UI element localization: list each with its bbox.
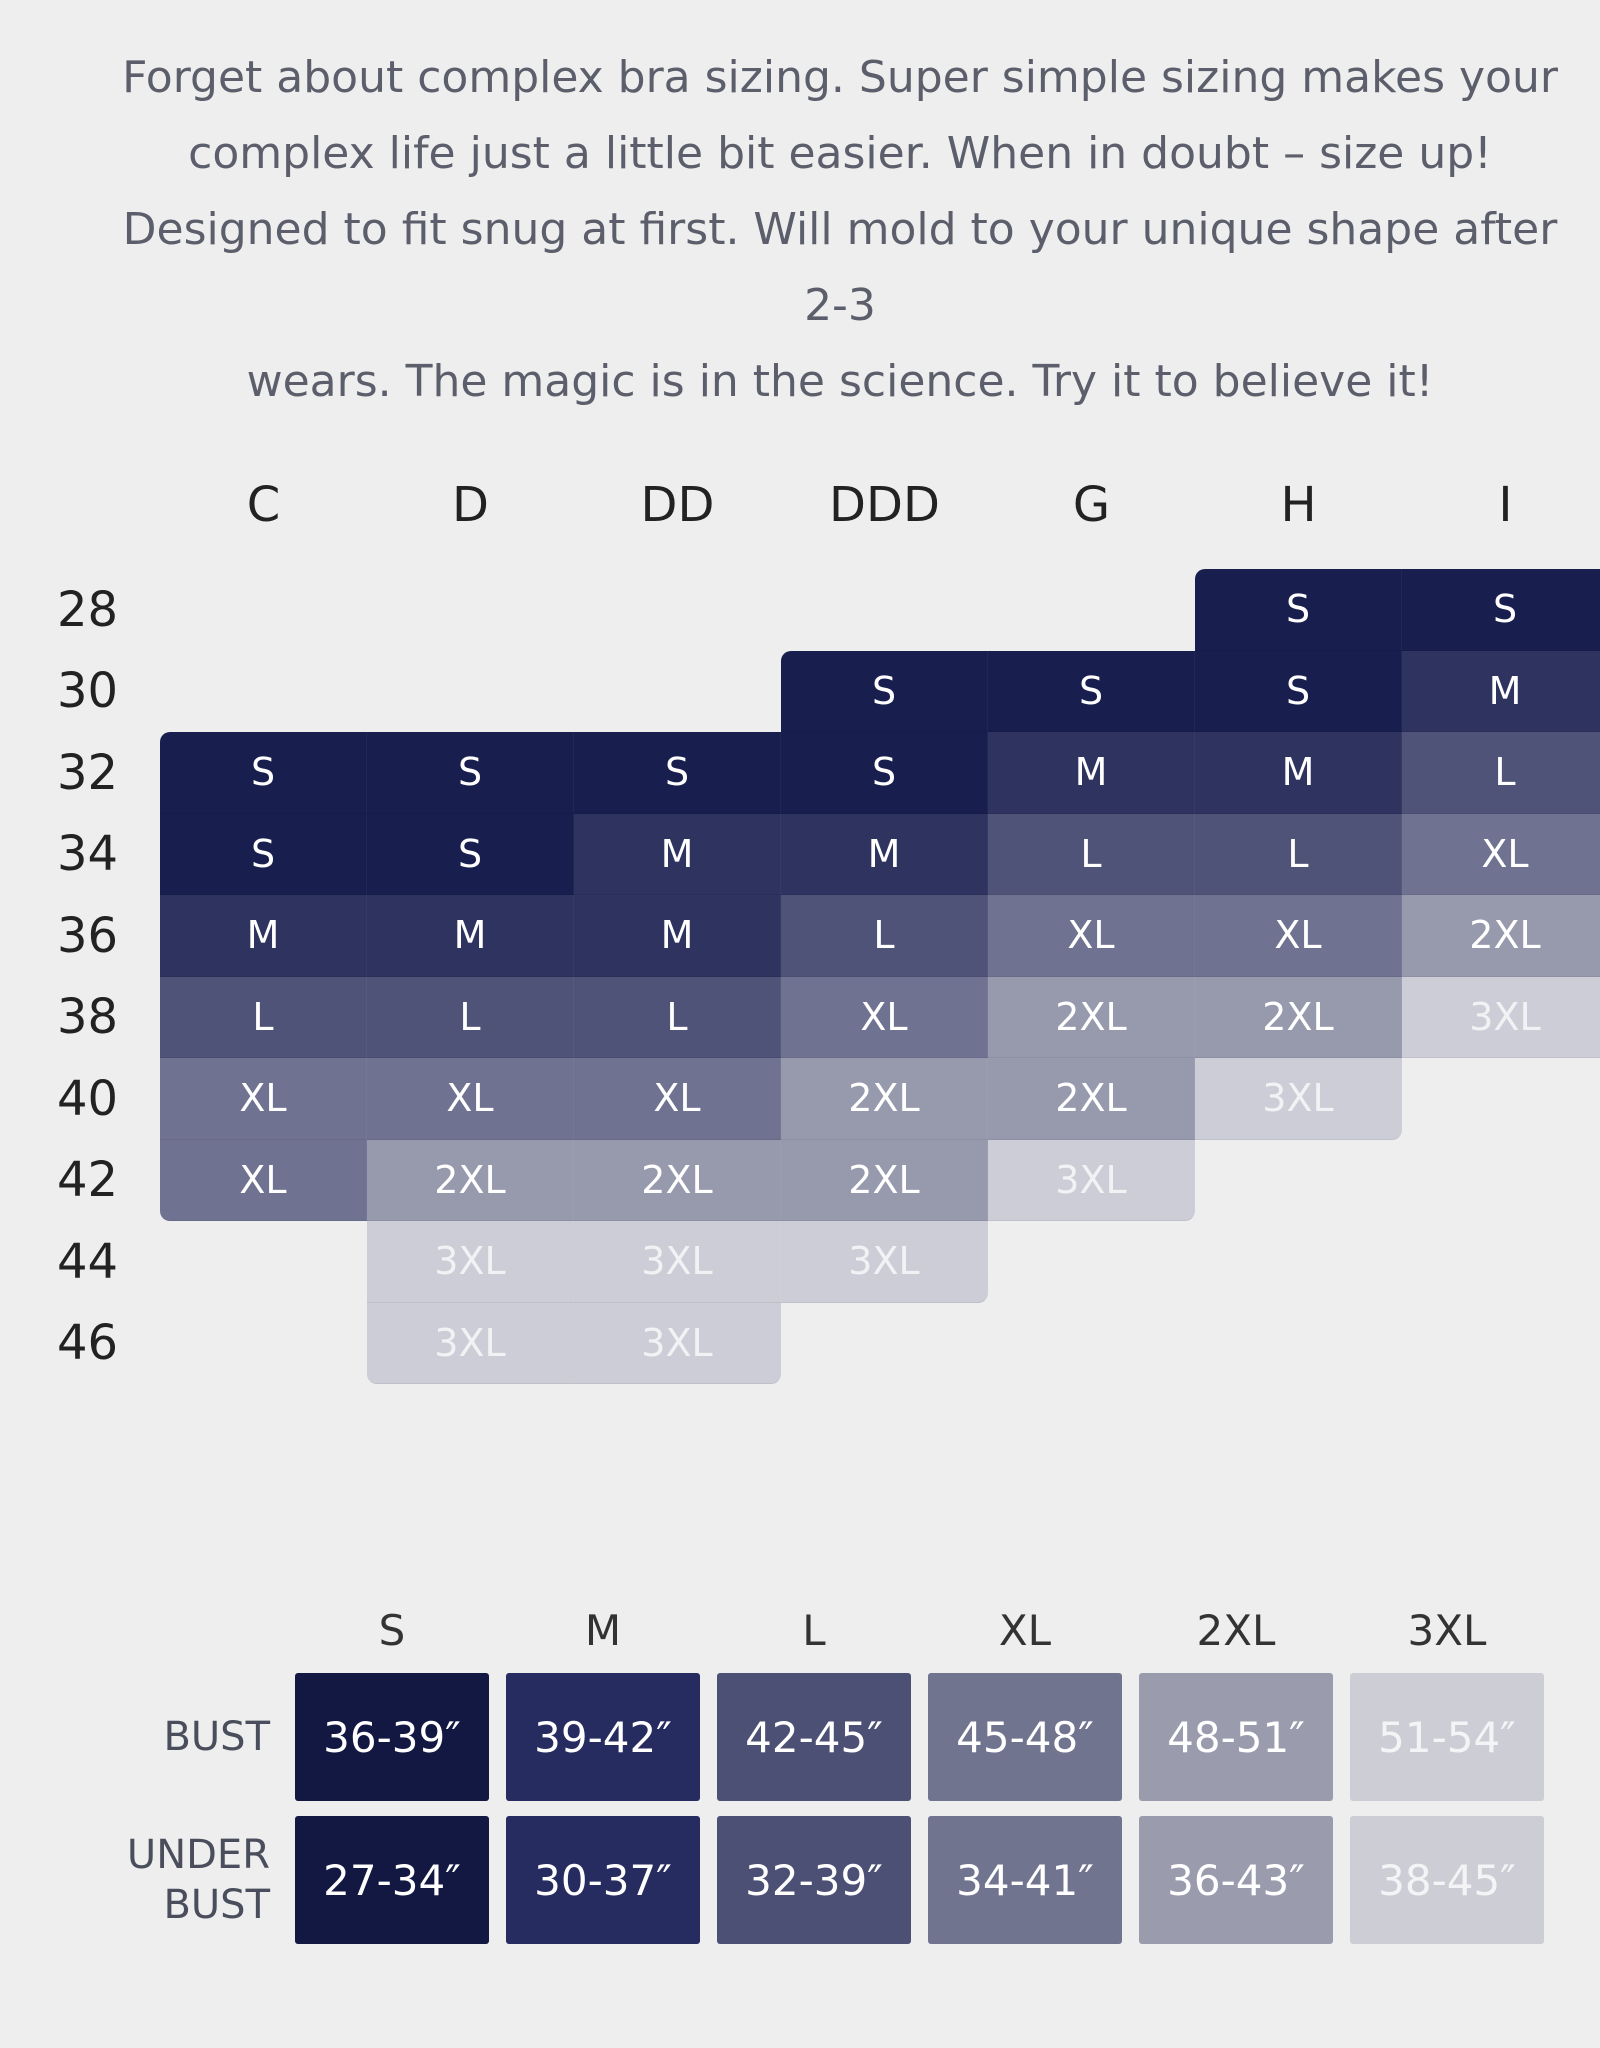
size-cell-g-34: L: [988, 813, 1195, 895]
size-cell-h-38: 2XL: [1195, 976, 1402, 1058]
bust-cell-m: 39-42″: [506, 1673, 700, 1801]
band-label-30: 30: [56, 663, 119, 720]
under-bust-label-line2: BUST: [163, 1882, 270, 1928]
under-bust-cell-3xl: 38-45″: [1350, 1816, 1544, 1944]
size-cell-i-32: L: [1402, 732, 1600, 814]
size-cell-d-44: 3XL: [367, 1221, 574, 1303]
band-label-46: 46: [56, 1315, 119, 1372]
under-bust-cell-l: 32-39″: [717, 1816, 911, 1944]
intro-line-1: Forget about complex bra sizing. Super s…: [122, 52, 1558, 103]
measure-header-l: L: [802, 1605, 826, 1655]
under-bust-cell-2xl: 36-43″: [1139, 1816, 1333, 1944]
size-cell-dd-46: 3XL: [574, 1302, 781, 1384]
measure-header-2xl: 2XL: [1196, 1605, 1276, 1655]
intro-line-3: Designed to fit snug at first. Will mold…: [122, 204, 1558, 331]
size-cell-c-40: XL: [160, 1058, 367, 1140]
measure-header-m: M: [584, 1605, 622, 1655]
under-bust-cell-m: 30-37″: [506, 1816, 700, 1944]
size-cell-c-38: L: [160, 976, 367, 1058]
bust-row-label: BUST: [100, 1673, 270, 1801]
size-cell-d-34: S: [367, 813, 574, 895]
size-cell-ddd-30: S: [781, 650, 988, 732]
band-label-32: 32: [56, 744, 119, 801]
size-cell-d-32: S: [367, 732, 574, 814]
size-cell-dd-40: XL: [574, 1058, 781, 1140]
bust-cell-3xl: 51-54″: [1350, 1673, 1544, 1801]
measure-header-xl: XL: [998, 1605, 1052, 1655]
cup-header-ddd: DDD: [829, 477, 940, 533]
size-cell-d-40: XL: [367, 1058, 574, 1140]
bust-cell-l: 42-45″: [717, 1673, 911, 1801]
size-cell-h-36: XL: [1195, 895, 1402, 977]
size-cell-d-46: 3XL: [367, 1302, 574, 1384]
size-cell-g-36: XL: [988, 895, 1195, 977]
intro-line-2: complex life just a little bit easier. W…: [188, 128, 1492, 179]
size-cell-i-36: 2XL: [1402, 895, 1600, 977]
cup-header-c: C: [246, 477, 281, 533]
size-cell-ddd-44: 3XL: [781, 1221, 988, 1303]
size-cell-d-42: 2XL: [367, 1139, 574, 1221]
bust-cell-s: 36-39″: [295, 1673, 489, 1801]
size-cell-i-28: S: [1402, 569, 1600, 651]
under-bust-label-line1: UNDER: [126, 1832, 270, 1878]
cup-header-dd: DD: [640, 477, 715, 533]
measure-header-3xl: 3XL: [1407, 1605, 1487, 1655]
size-cell-ddd-32: S: [781, 732, 988, 814]
size-cell-ddd-38: XL: [781, 976, 988, 1058]
size-cell-h-40: 3XL: [1195, 1058, 1402, 1140]
size-cell-dd-42: 2XL: [574, 1139, 781, 1221]
cup-header-h: H: [1280, 477, 1317, 533]
size-cell-ddd-40: 2XL: [781, 1058, 988, 1140]
size-grid: C D DD DDD G H I 28 30 32 34 36 38 40 42 44 46 S S S S S M S S S S…: [56, 477, 1600, 1384]
cup-header-i: I: [1498, 477, 1513, 533]
size-cell-c-36: M: [160, 895, 367, 977]
bust-label: BUST: [163, 1714, 270, 1760]
band-label-36: 36: [56, 907, 119, 964]
size-cell-g-38: 2XL: [988, 976, 1195, 1058]
size-cell-i-30: M: [1402, 650, 1600, 732]
size-cell-c-34: S: [160, 813, 367, 895]
size-cell-h-34: L: [1195, 813, 1402, 895]
size-cell-g-32: M: [988, 732, 1195, 814]
band-label-34: 34: [56, 826, 119, 883]
size-cell-g-42: 3XL: [988, 1139, 1195, 1221]
intro-line-4: wears. The magic is in the science. Try …: [246, 356, 1434, 407]
size-cell-dd-44: 3XL: [574, 1221, 781, 1303]
band-label-40: 40: [56, 1070, 119, 1127]
size-cell-d-36: M: [367, 895, 574, 977]
size-cell-ddd-42: 2XL: [781, 1139, 988, 1221]
size-cell-g-30: S: [988, 650, 1195, 732]
cup-header-d: D: [452, 477, 489, 533]
size-cell-dd-32: S: [574, 732, 781, 814]
bust-cell-2xl: 48-51″: [1139, 1673, 1333, 1801]
band-label-38: 38: [56, 989, 119, 1046]
under-bust-row-label: UNDER BUST: [100, 1816, 270, 1944]
size-cell-dd-36: M: [574, 895, 781, 977]
size-cell-i-38: 3XL: [1402, 976, 1600, 1058]
size-cell-g-40: 2XL: [988, 1058, 1195, 1140]
size-cell-c-32: S: [160, 732, 367, 814]
size-cell-i-34: XL: [1402, 813, 1600, 895]
size-cell-c-42: XL: [160, 1139, 367, 1221]
size-cell-ddd-34: M: [781, 813, 988, 895]
bust-cell-xl: 45-48″: [928, 1673, 1122, 1801]
under-bust-cell-s: 27-34″: [295, 1816, 489, 1944]
band-label-44: 44: [56, 1233, 119, 1290]
under-bust-cell-xl: 34-41″: [928, 1816, 1122, 1944]
size-cell-dd-34: M: [574, 813, 781, 895]
cup-header-g: G: [1072, 477, 1111, 533]
size-cell-h-32: M: [1195, 732, 1402, 814]
band-label-42: 42: [56, 1152, 119, 1209]
intro-text: Forget about complex bra sizing. Super s…: [100, 40, 1580, 420]
measure-header-s: S: [378, 1605, 406, 1655]
size-cell-h-30: S: [1195, 650, 1402, 732]
size-cell-dd-38: L: [574, 976, 781, 1058]
size-cell-h-28: S: [1195, 569, 1402, 651]
band-label-28: 28: [56, 581, 119, 638]
size-cell-d-38: L: [367, 976, 574, 1058]
size-cell-ddd-36: L: [781, 895, 988, 977]
